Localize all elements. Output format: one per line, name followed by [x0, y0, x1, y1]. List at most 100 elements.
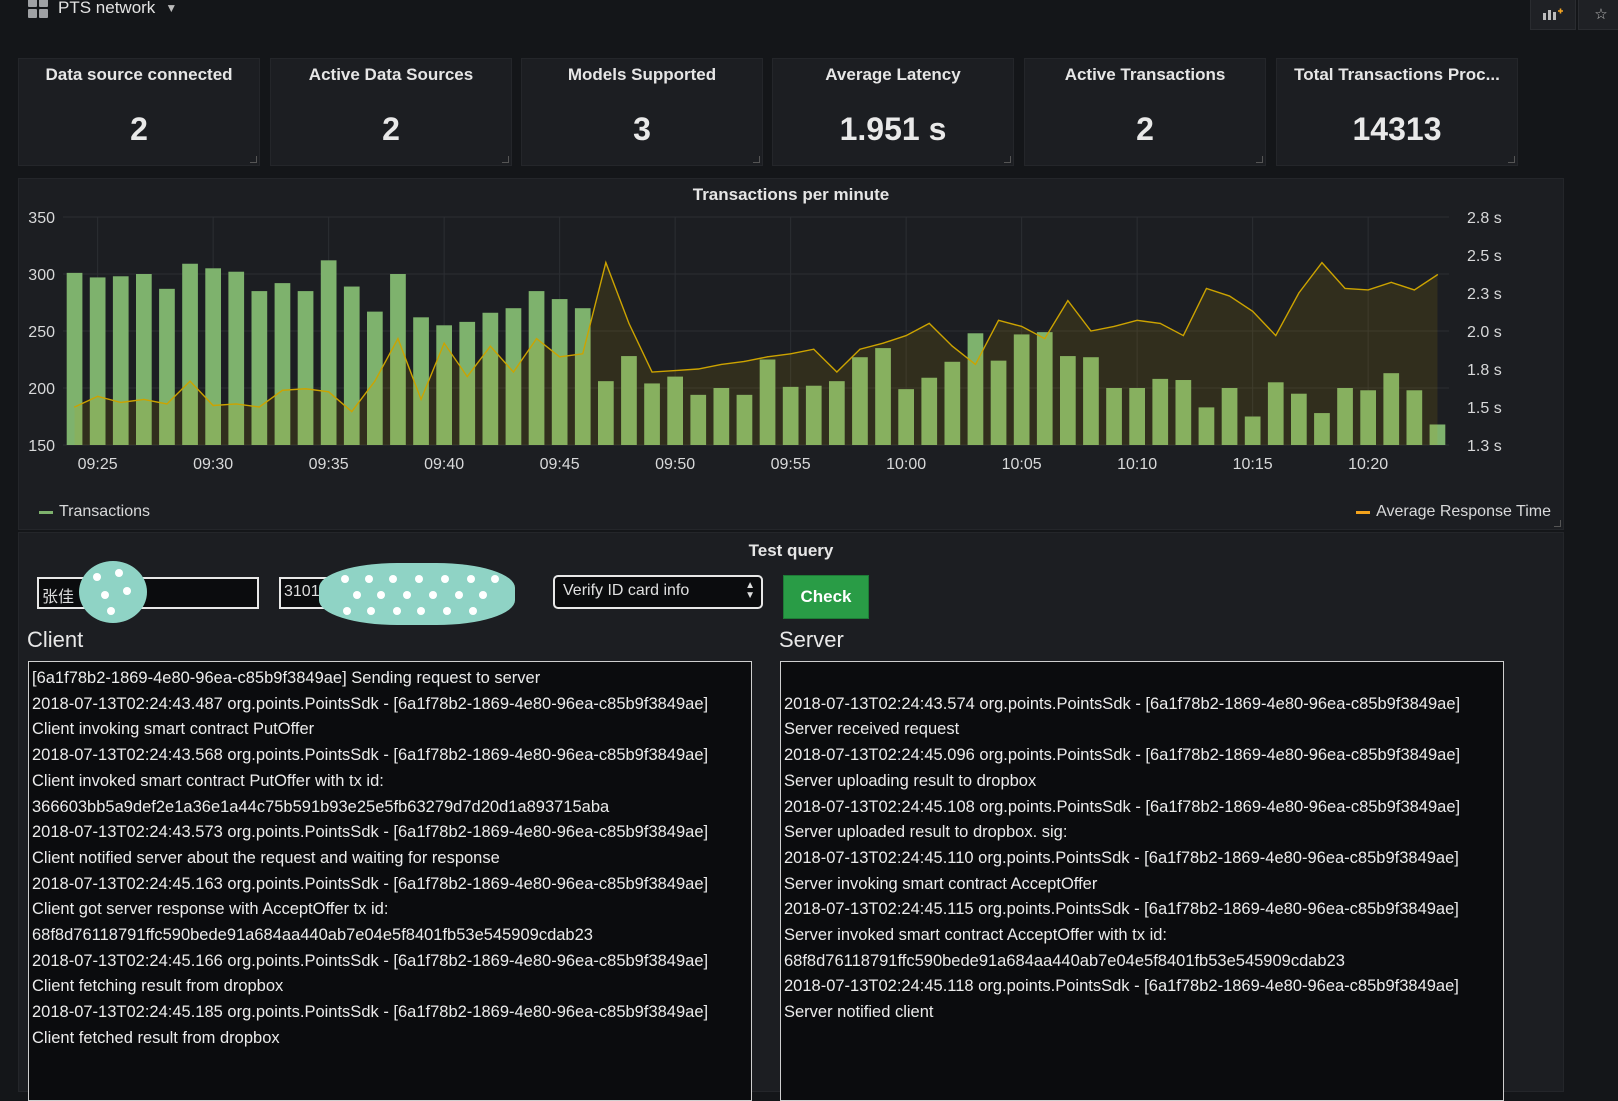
point-response-time [281, 389, 284, 391]
top-navbar: PTS network ▼ ☆ [0, 0, 1618, 40]
stat-panel[interactable]: Active Transactions 2 [1024, 58, 1266, 166]
y-right-tick-label: 1.3 s [1467, 438, 1502, 455]
stat-panel[interactable]: Average Latency 1.951 s [772, 58, 1014, 166]
panel-resize-handle[interactable] [753, 156, 760, 163]
stat-panel[interactable]: Data source connected 2 [18, 58, 260, 166]
query-type-select[interactable]: Verify ID card info ▲ ▼ [553, 575, 763, 609]
point-response-time [743, 360, 746, 362]
bar-transactions [182, 263, 198, 445]
transactions-chart[interactable]: 150 200 250 300 350 1.3 s 1.5 s 1.8 s 2.0 s 2.3 s… [19, 179, 1565, 531]
legend-label-transactions: Transactions [59, 503, 150, 520]
log-line: Server received request [784, 720, 960, 739]
point-response-time [535, 338, 538, 340]
star-button[interactable]: ☆ [1578, 0, 1618, 30]
log-line: 366603bb5a9def2e1a36e1a44c75b591b93e25e5… [32, 797, 610, 816]
area-response-time [74, 262, 1438, 445]
point-response-time [790, 353, 792, 355]
panel-resize-handle[interactable] [502, 156, 509, 163]
point-response-time [1321, 262, 1323, 264]
panel-resize-handle[interactable] [250, 156, 257, 163]
legend-response-time[interactable]: Average Response Time [1356, 503, 1551, 521]
server-heading: Server [779, 627, 844, 652]
stat-panel[interactable]: Active Data Sources 2 [270, 58, 512, 166]
point-response-time [997, 319, 1000, 321]
y-left-tick-label: 350 [28, 210, 55, 227]
x-tick-label: 10:15 [1233, 456, 1273, 473]
panel-resize-handle[interactable] [1256, 156, 1263, 163]
point-response-time [351, 410, 353, 413]
y-right-tick-label: 2.8 s [1467, 210, 1502, 227]
y-right-tick-label: 2.5 s [1467, 248, 1502, 265]
log-line: [6a1f78b2-1869-4e80-96ea-c85b9f3849ae] S… [32, 669, 541, 687]
bar-transactions [875, 348, 891, 445]
check-button[interactable]: Check [783, 575, 869, 619]
x-tick-label: 09:40 [424, 456, 464, 473]
y-right-tick-label: 1.8 s [1467, 362, 1502, 379]
legend-swatch-response-time [1356, 510, 1371, 514]
stat-panel[interactable]: Total Transactions Proc... 14313 [1276, 58, 1518, 166]
point-response-time [1413, 289, 1415, 291]
point-response-time [235, 403, 237, 405]
add-panel-icon [1543, 8, 1563, 20]
client-log[interactable]: [6a1f78b2-1869-4e80-96ea-c85b9f3849ae] S… [28, 661, 752, 1101]
bar-transactions [1152, 378, 1169, 445]
bar-transactions [1360, 390, 1377, 445]
y-left-tick-label: 200 [28, 381, 55, 398]
point-response-time [258, 406, 260, 408]
server-log[interactable]: 2018-07-13T02:24:43.574 org.points.Point… [780, 661, 1504, 1101]
point-response-time [628, 322, 630, 324]
stat-panel[interactable]: Models Supported 3 [521, 58, 763, 166]
point-response-time [374, 380, 376, 382]
bar-transactions [898, 389, 915, 445]
log-line: Client invoking smart contract PutOffer [32, 720, 315, 739]
name-input[interactable]: 张佳 [37, 577, 259, 609]
bar-transactions [621, 356, 637, 445]
bar-transactions [1106, 388, 1122, 445]
stat-value: 2 [130, 111, 148, 147]
point-response-time [212, 404, 214, 407]
point-response-time [1044, 338, 1046, 340]
stat-title: Data source connected [45, 65, 233, 84]
bar-transactions [413, 317, 429, 445]
bar-transactions [297, 291, 314, 445]
point-response-time [605, 262, 607, 264]
stat-value: 2 [1136, 111, 1154, 147]
log-line: 2018-07-13T02:24:45.118 org.points.Point… [784, 977, 1459, 996]
test-query-title: Test query [748, 541, 834, 560]
bar-transactions [690, 394, 707, 445]
point-response-time [651, 371, 653, 373]
point-response-time [1090, 330, 1092, 332]
panel-resize-handle[interactable] [1004, 156, 1011, 163]
dashboard-picker[interactable]: PTS network ▼ [28, 0, 177, 18]
bar-transactions [1383, 373, 1400, 445]
dashboard-title[interactable]: PTS network [58, 0, 156, 17]
panel-resize-handle[interactable] [1508, 156, 1515, 163]
legend-transactions[interactable]: Transactions [39, 503, 150, 521]
point-response-time [905, 334, 907, 337]
add-panel-button[interactable] [1530, 0, 1576, 30]
bar-transactions [1267, 382, 1284, 445]
bar-transactions [805, 385, 822, 445]
bar-transactions [1221, 388, 1238, 445]
bar-transactions [759, 359, 776, 445]
point-response-time [974, 363, 977, 366]
log-line: 2018-07-13T02:24:43.573 org.points.Point… [32, 823, 709, 842]
bar-transactions [135, 274, 152, 445]
bar-transactions [320, 260, 337, 445]
panel-resize-handle[interactable] [1554, 520, 1561, 527]
bar-transactions [574, 308, 591, 445]
x-tick-label: 10:00 [886, 456, 926, 473]
bar-transactions [713, 388, 730, 445]
log-line: 68f8d76118791ffc590bede91a684aa440ab7e04… [32, 926, 593, 945]
point-response-time [582, 353, 584, 355]
caret-down-icon[interactable]: ▼ [165, 1, 178, 15]
bar-transactions [1175, 380, 1192, 445]
star-icon: ☆ [1594, 6, 1608, 23]
bar-transactions [528, 291, 545, 445]
point-response-time [951, 345, 953, 347]
point-response-time [813, 348, 815, 350]
line-response-time [74, 260, 1438, 413]
point-response-time [512, 371, 515, 373]
stat-value: 2 [382, 111, 400, 147]
point-response-time [1390, 281, 1392, 283]
